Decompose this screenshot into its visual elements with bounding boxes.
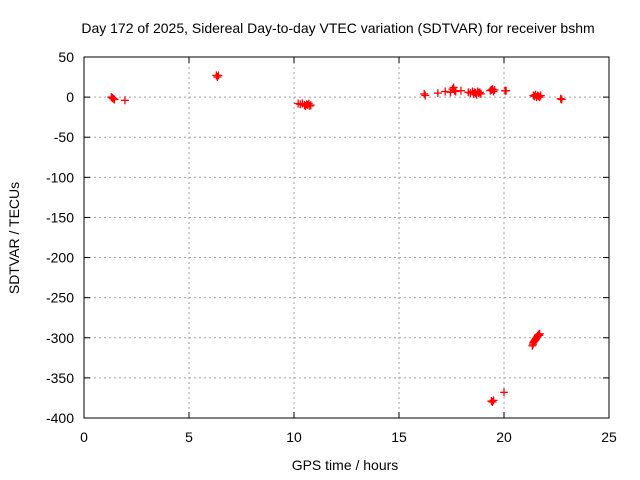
data-point	[441, 87, 450, 96]
chart-title: Day 172 of 2025, Sidereal Day-to-day VTE…	[81, 20, 594, 36]
data-point	[456, 86, 465, 95]
x-tick-label: 25	[601, 429, 617, 445]
data-point	[108, 93, 117, 102]
y-tick-label: -150	[46, 209, 74, 225]
data-point	[110, 95, 119, 104]
y-tick-label: -250	[46, 290, 74, 306]
data-point	[557, 95, 566, 104]
data-point	[475, 88, 484, 97]
plot-frame	[83, 56, 610, 419]
data-point	[489, 396, 498, 405]
axes	[83, 56, 610, 419]
x-tick-label: 20	[496, 429, 512, 445]
data-point	[556, 94, 565, 103]
y-tick-label: -50	[54, 129, 74, 145]
data-point	[488, 397, 497, 406]
data-point	[420, 89, 429, 98]
data-point	[305, 101, 314, 110]
y-axis-label: SDTVAR / TECUs	[6, 182, 22, 294]
data-point	[489, 87, 498, 96]
data-point	[214, 71, 223, 80]
x-tick-label: 0	[80, 429, 88, 445]
y-tick-label: -400	[46, 410, 74, 426]
data-point	[109, 94, 118, 103]
y-tick-label: 0	[66, 89, 74, 105]
y-tick-label: -350	[46, 370, 74, 386]
x-tick-label: 15	[391, 429, 407, 445]
data-point	[487, 397, 496, 406]
data-point	[500, 388, 508, 397]
data-point	[490, 85, 499, 94]
data-point	[535, 93, 544, 102]
data-point	[433, 89, 442, 98]
data-point	[451, 87, 460, 96]
data-point	[306, 101, 315, 110]
data-point	[535, 329, 544, 338]
data-point	[536, 91, 545, 100]
data-point	[476, 89, 485, 98]
x-tick-label: 5	[185, 429, 193, 445]
data-point	[502, 86, 511, 95]
data-point	[421, 91, 430, 100]
y-tick-label: -100	[46, 169, 74, 185]
y-tick-label: -200	[46, 250, 74, 266]
y-tick-label: 50	[58, 49, 74, 65]
data-points	[107, 71, 566, 406]
grid-lines	[84, 57, 609, 418]
x-axis-label: GPS time / hours	[292, 457, 399, 473]
data-point	[213, 73, 222, 82]
tick-labels: 0 5 10 15 20 25 50 0 -50 -100 -150 -200 -250 -300 -350…	[46, 49, 617, 445]
y-tick-label: -300	[46, 330, 74, 346]
data-point	[120, 96, 129, 105]
x-tick-label: 10	[286, 429, 302, 445]
